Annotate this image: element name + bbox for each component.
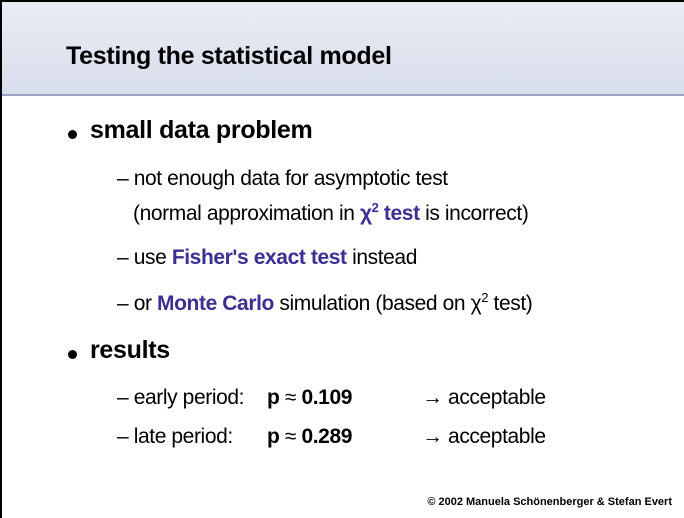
p-value: p ≈ 0.289	[267, 425, 352, 449]
footer: © 2002 Manuela Schönenberger & Stefan Ev…	[427, 496, 672, 508]
bullet: results	[90, 336, 170, 364]
header-band	[2, 2, 684, 96]
arrow: →	[422, 386, 443, 409]
subitem: – early period:	[117, 386, 244, 410]
subitem: – use Fisher's exact test instead	[117, 246, 417, 270]
text: – late period:	[117, 425, 233, 448]
highlight: Fisher's exact test	[171, 246, 347, 269]
text: is incorrect)	[419, 202, 529, 225]
text: p	[267, 425, 280, 448]
text: – early period:	[117, 386, 245, 409]
text: – not enough data for asymptotic test	[117, 167, 448, 190]
symbol: χ	[359, 202, 372, 225]
text: simulation (based on	[273, 292, 471, 315]
text: instead	[346, 246, 417, 269]
verdict: → acceptable	[422, 425, 546, 449]
bullet: small data problem	[90, 116, 313, 144]
arrow: →	[422, 425, 443, 448]
highlight: Monte Carlo	[157, 292, 274, 315]
bullet-dot	[68, 130, 77, 139]
text: – or	[117, 292, 158, 315]
superscript: 2	[481, 290, 489, 305]
text: acceptable	[448, 425, 546, 448]
value: 0.289	[301, 425, 353, 448]
symbol: ≈	[284, 386, 297, 409]
subitem: – not enough data for asymptotic test	[117, 167, 448, 191]
text: p	[267, 386, 280, 409]
subitem: – or Monte Carlo simulation (based on χ2…	[117, 290, 533, 316]
text: (normal approximation in	[133, 202, 360, 225]
subitem: – late period:	[117, 425, 233, 449]
highlight: test	[378, 202, 420, 225]
text: test)	[488, 292, 533, 315]
bullet-dot	[68, 350, 77, 359]
title: Testing the statistical model	[66, 42, 392, 70]
value: 0.109	[301, 386, 353, 409]
superscript: 2	[371, 200, 379, 215]
p-value: p ≈ 0.109	[267, 386, 352, 410]
symbol: χ	[470, 292, 482, 315]
text: – use	[117, 246, 172, 269]
text: acceptable	[448, 386, 546, 409]
verdict: → acceptable	[422, 386, 546, 410]
subitem: (normal approximation in χ2 test is inco…	[133, 200, 529, 226]
symbol: ≈	[284, 425, 297, 448]
